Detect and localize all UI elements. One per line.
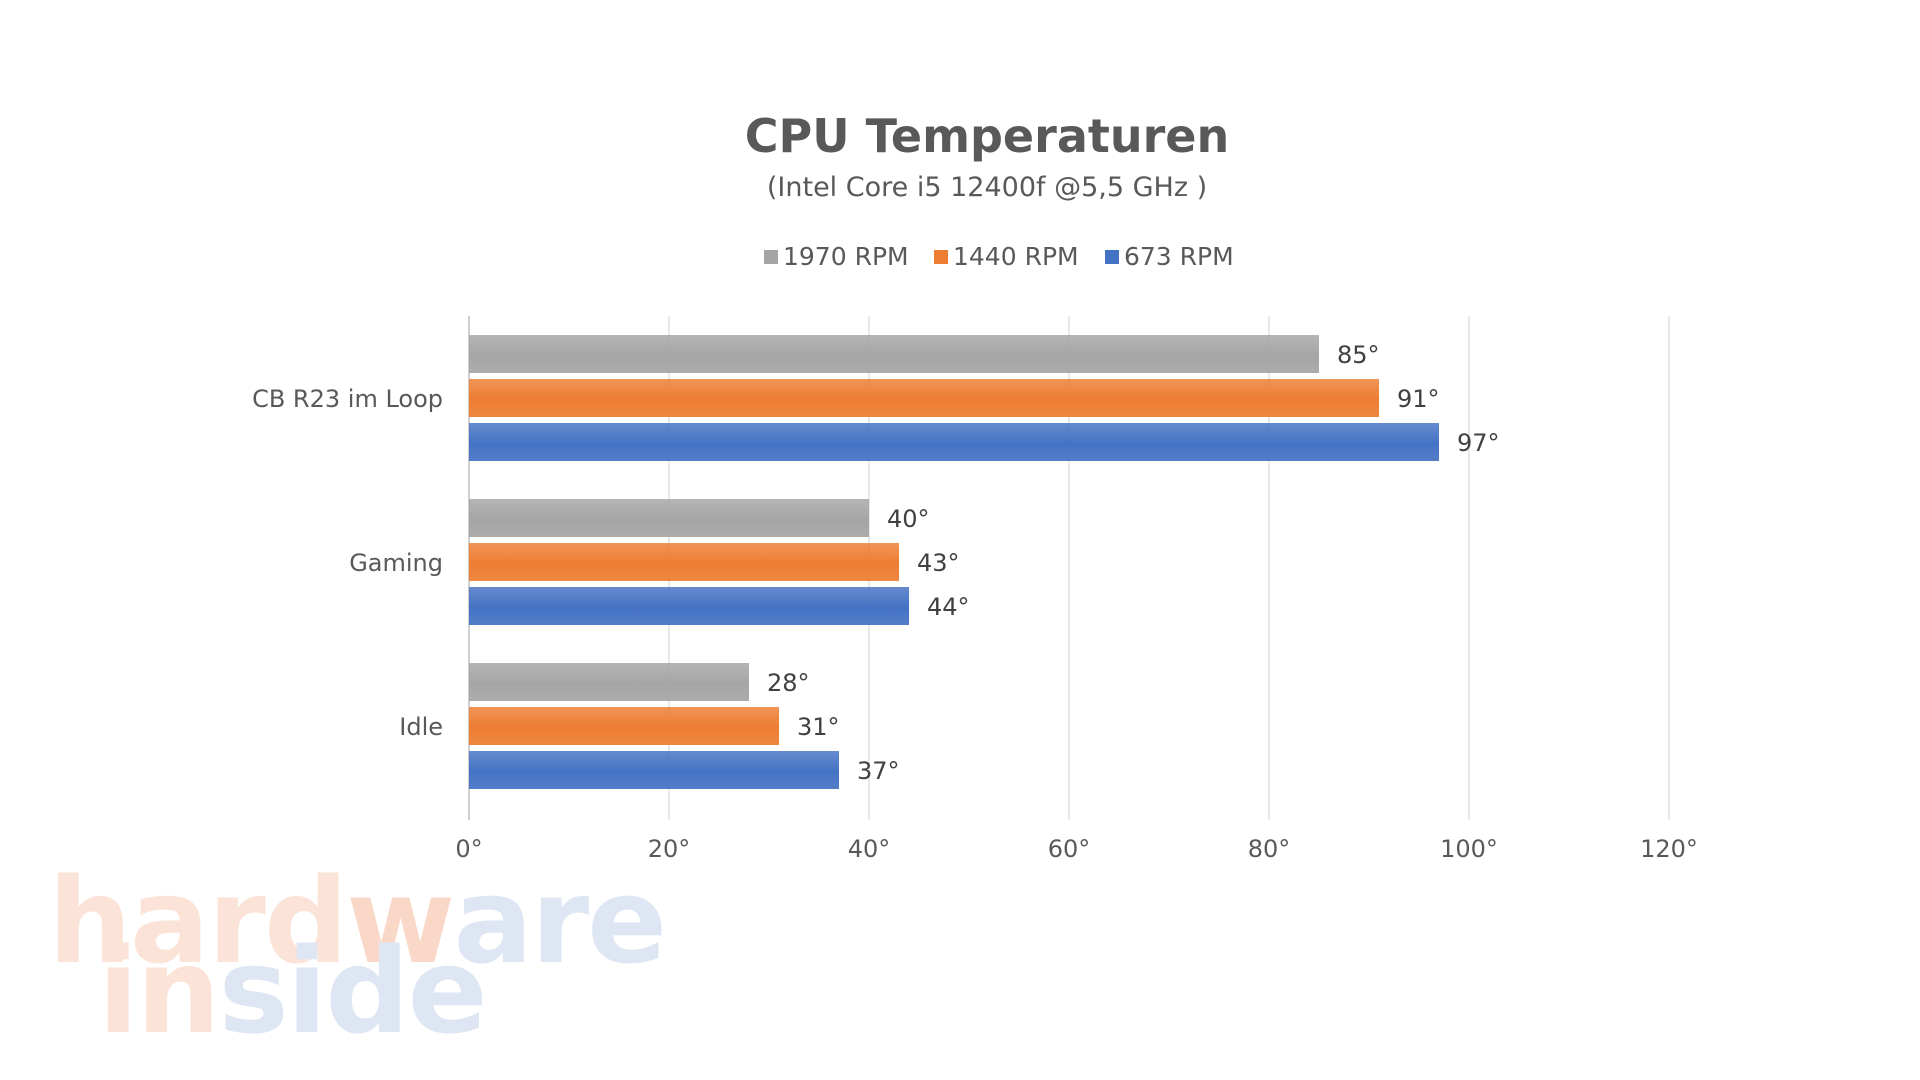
data-label: 43° (917, 549, 960, 577)
legend-swatch (1105, 250, 1119, 264)
bars (469, 335, 1439, 789)
legend-item: 1440 RPM (934, 242, 1079, 271)
category-label: CB R23 im Loop (252, 385, 443, 413)
watermark-line-1: hardware (48, 852, 665, 990)
bar (469, 587, 909, 625)
x-tick-label: 60° (1048, 835, 1091, 863)
x-axis-ticks: 0° 20° 40° 60° 80° 100° 120° (455, 835, 1698, 863)
category-label: Idle (399, 713, 443, 741)
legend-swatch (764, 250, 778, 264)
data-label: 37° (857, 757, 900, 785)
data-label: 28° (767, 669, 810, 697)
x-tick-label: 20° (648, 835, 691, 863)
legend-item: 1970 RPM (764, 242, 909, 271)
legend-label: 1440 RPM (953, 242, 1079, 271)
data-label: 40° (887, 505, 930, 533)
x-tick-label: 40° (848, 835, 891, 863)
data-label: 85° (1337, 341, 1380, 369)
legend-label: 673 RPM (1124, 242, 1234, 271)
data-label: 31° (797, 713, 840, 741)
x-tick-label: 100° (1440, 835, 1498, 863)
legend-label: 1970 RPM (783, 242, 909, 271)
data-label: 97° (1457, 429, 1500, 457)
bar (469, 663, 749, 701)
legend-item: 673 RPM (1105, 242, 1234, 271)
category-label: Gaming (349, 549, 443, 577)
chart-subtitle: (Intel Core i5 12400f @5,5 GHz ) (767, 172, 1207, 203)
x-tick-label: 120° (1640, 835, 1698, 863)
legend: 1970 RPM 1440 RPM 673 RPM (764, 242, 1234, 271)
bar (469, 379, 1379, 417)
bar (469, 499, 869, 537)
x-tick-label: 80° (1248, 835, 1291, 863)
bar (469, 543, 899, 581)
x-tick-label: 0° (455, 835, 482, 863)
category-labels: CB R23 im Loop Gaming Idle (252, 385, 443, 741)
bar (469, 423, 1439, 461)
chart-title: CPU Temperaturen (745, 109, 1229, 163)
bar (469, 751, 839, 789)
bar (469, 707, 779, 745)
watermark-line-2: inside (98, 922, 486, 1060)
data-label: 91° (1397, 385, 1440, 413)
data-labels: 85° 91° 97° 40° 43° 44° 28° 31° 37° (767, 341, 1500, 785)
bar (469, 335, 1319, 373)
legend-swatch (934, 250, 948, 264)
data-label: 44° (927, 593, 970, 621)
